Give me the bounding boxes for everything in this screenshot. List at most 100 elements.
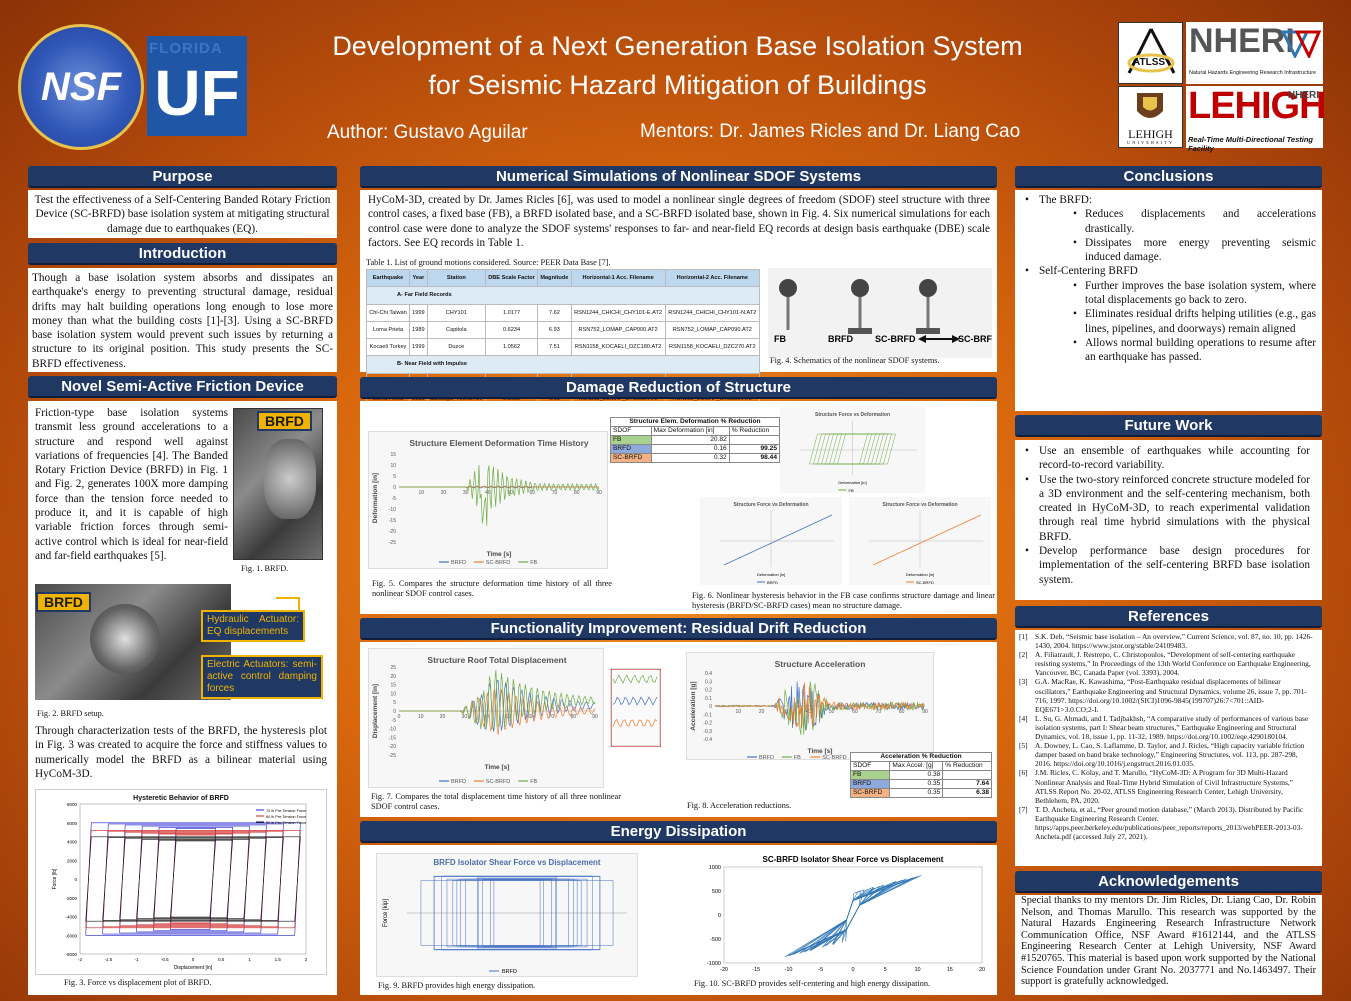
nheri-subtext: Natural Hazards Engineering Research Inf… [1189, 70, 1317, 76]
fig6-fb-plot: Structure Force vs Deformation Deformatio… [800, 412, 917, 493]
future-work-box: Use an ensemble of earthquakes while acc… [1015, 440, 1322, 600]
reference-number: [5] [1019, 741, 1028, 751]
poster-title: Development of a Next Generation Base Is… [270, 27, 1085, 105]
reference-number: [1] [1019, 632, 1028, 641]
acknowledgements-box: Special thanks to my mentors Dr. Jim Ric… [1015, 895, 1322, 995]
y-tick-label: -0.1 [703, 712, 712, 718]
reference-item: [6] J.M. Ricles, C. Kolay, and T. Marullo… [1019, 768, 1314, 804]
table-header-cell: Max Accel. [g] [889, 761, 944, 771]
hysteresis-loop [446, 878, 588, 948]
table-row: SC-BRFD 0.35 6.38 [849, 788, 992, 798]
sdof-schematic-svg: FB BRFD SC-BRFD SC-BRFD [774, 279, 999, 344]
damage-header: Damage Reduction of Structure [360, 377, 997, 399]
conclusion-subitem: Allows normal building operations to res… [1015, 336, 1316, 365]
novel-box: Friction-type base isolation systems tra… [28, 401, 337, 995]
numerical-header: Numerical Simulations of Nonlinear SDOF … [360, 166, 997, 188]
y-tick-label: 0 [74, 877, 77, 882]
legend-label: SC-BRFD [486, 779, 510, 785]
table-header-cell: Magnitude [537, 268, 572, 288]
reference-item: [7] T. D. Ancheta, et al., “Peer ground m… [1019, 805, 1314, 841]
chart-title: Structure Force vs Deformation [733, 502, 808, 508]
legend-label: FB [794, 755, 801, 761]
functionality-header: Functionality Improvement: Residual Drif… [360, 618, 997, 640]
reference-item: [2] A. Filiatrault, J. Restrepo, C. Chris… [1019, 650, 1314, 677]
table-row: FB 20.82 [610, 435, 781, 445]
reference-item: [4] L. Su, G. Ahmadi, and I. Tadjbakhsh, … [1019, 714, 1314, 741]
x-tick-label: 70 [876, 709, 882, 715]
x-tick-label: 1 [248, 957, 251, 962]
table-cell: FB [849, 770, 891, 780]
fig6-hyst-scbrfd: Structure Force vs Deformation Deformatio… [849, 497, 991, 585]
hysteresis-loop [809, 433, 896, 465]
reference-number: [2] [1019, 650, 1028, 660]
table-cell: SC-BRFD [849, 788, 891, 798]
uf-logo-text: UF [154, 57, 240, 129]
fig9-caption: Fig. 9. BRFD provides high energy dissip… [378, 981, 536, 990]
table-cell: 20.82 [650, 435, 730, 445]
x-tick-label: 80 [899, 709, 905, 715]
table-header-cell: % Reduction [942, 761, 992, 771]
x-tick-label: 80 [574, 490, 580, 496]
y-tick-label: 0.3 [705, 679, 712, 685]
legend-label: 70 lb Pre-Tension Force [266, 809, 306, 813]
fig6-hyst-fb: Structure Force vs Deformation Deformatio… [780, 407, 925, 493]
x-axis-label: Displacement [in] [174, 965, 213, 971]
hysteresis-loop [477, 876, 557, 950]
fig3-caption: Fig. 3. Force vs displacement plot of BR… [64, 978, 212, 987]
brfd-photo-drum [264, 439, 316, 519]
table-group-cell: A- Far Field Records [366, 286, 760, 305]
x-tick-label: 90 [592, 714, 598, 720]
y-tick-label: 0 [393, 485, 396, 491]
y-tick-label: 0 [709, 704, 712, 710]
x-tick-label: 90 [922, 709, 928, 715]
arrow-left-icon [918, 335, 926, 343]
fig4-schematic: FB BRFD SC-BRFD SC-BRFD [768, 268, 999, 358]
chart-title: Structure Acceleration [775, 659, 866, 669]
table-cell: Loma Prieta [365, 320, 411, 340]
legend-label: 60 lb Pre-Tension Force [266, 815, 306, 819]
y-tick-label: -8000 [65, 952, 77, 957]
introduction-header: Introduction [28, 243, 337, 265]
table-title-row: Acceleration % Reduction [850, 752, 992, 762]
reference-text: G.A. MacRae, K. Kawashima, “Post-Earthqu… [1035, 677, 1307, 714]
table-row: SC-BRFD 0.32 98.44 [610, 453, 781, 463]
label-fb: FB [774, 334, 786, 344]
x-axis-label: Deformation [in] [757, 572, 785, 577]
deformation-reduction-table: Structure Elem. Deformation % Reduction S… [610, 417, 781, 463]
x-tick-label: -1.5 [104, 957, 112, 962]
table-cell: 1999 [409, 303, 428, 322]
zoom-series-line [612, 718, 658, 727]
future-work-item: Use the two-story reinforced concrete st… [1015, 473, 1310, 544]
uf-logo: FLORIDA UF [147, 36, 247, 136]
mentors: Mentors: Dr. James Ricles and Dr. Liang … [640, 121, 1021, 142]
table-row: Kocaeli Turkey 1999 Duzce 1.0562 7.51 RSN1158… [365, 338, 761, 357]
table-header-cell: SDOF [610, 426, 652, 436]
x-tick-label: 10 [914, 967, 920, 973]
table-cell: 1989 [409, 320, 428, 340]
novel-text-2: Through characterization tests of the BR… [35, 725, 327, 780]
y-tick-label: 5 [393, 474, 396, 480]
table-cell: BRFD [610, 444, 652, 454]
plot-frame [723, 866, 983, 964]
series-line-fb [714, 681, 925, 735]
x-tick-label: 0.5 [218, 957, 225, 962]
x-tick-label: 0 [398, 714, 401, 720]
x-tick-label: 2 [305, 957, 308, 962]
y-axis-label: Acceleration [g] [690, 681, 697, 730]
zoom-series-line [612, 696, 658, 706]
x-tick-label: 40 [485, 490, 491, 496]
fig6-scbrfd-plot: Structure Force vs Deformation Deformatio… [869, 502, 983, 585]
nheri-small-text: NHERI [1287, 90, 1319, 101]
table-cell: 1999 [409, 338, 428, 357]
table-cell [728, 435, 781, 445]
fig7-caption: Fig. 7. Compares the total displacement … [371, 792, 621, 811]
functionality-box: Structure Roof Total Displacement 25 20 15 1… [360, 642, 997, 817]
lehigh-univ-text: LEHIGH [1128, 127, 1173, 141]
y-tick-label: 15 [390, 452, 396, 458]
title-line-2: for Seismic Hazard Mitigation of Buildin… [428, 70, 927, 100]
x-tick-label: 20 [440, 714, 446, 720]
table-title-row: Structure Elem. Deformation % Reduction [610, 417, 780, 427]
x-tick-label: 0 [192, 957, 195, 962]
fig9-plot: BRFD Isolator Shear Force vs Displacemen… [383, 858, 627, 975]
y-tick-label: -20 [389, 744, 396, 750]
